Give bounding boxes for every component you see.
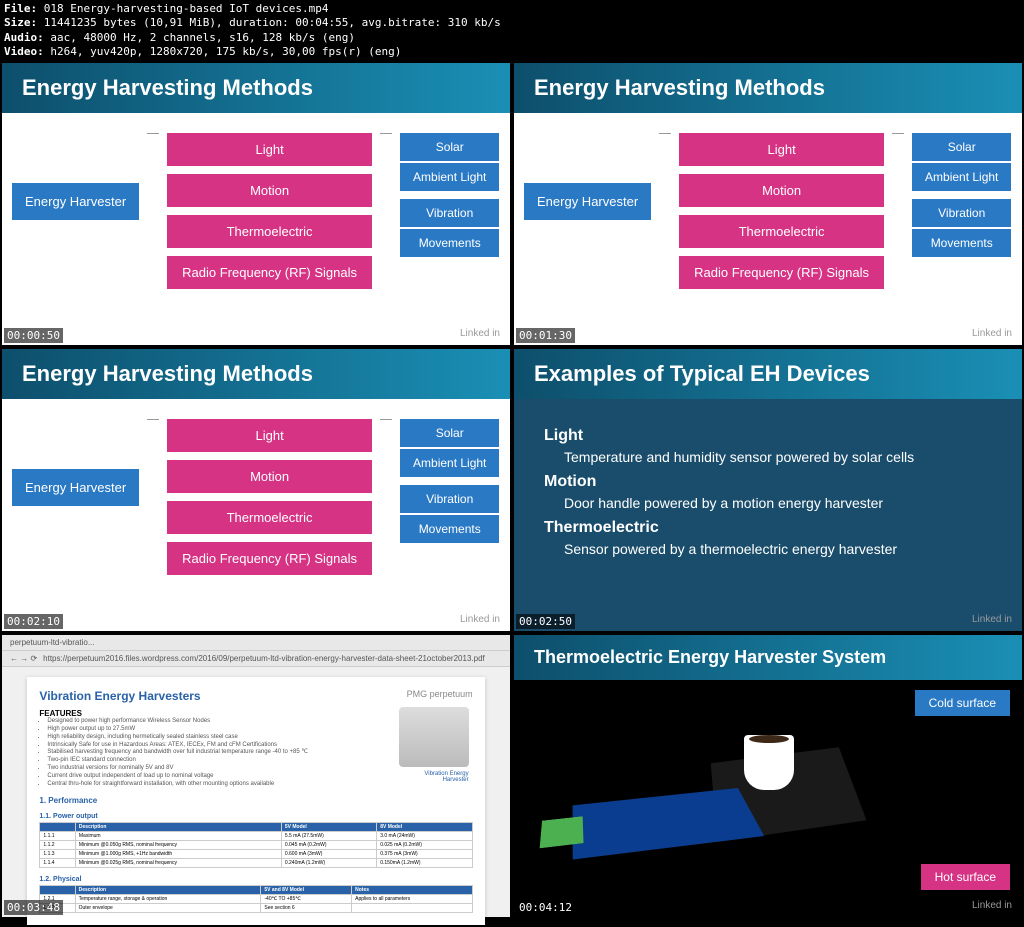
leaf-solar: Solar xyxy=(400,133,499,161)
linkedin-logo: Linked in xyxy=(460,328,500,339)
thumbnail-2: Energy Harvesting Methods Energy Harvest… xyxy=(514,63,1022,345)
root-node: Energy Harvester xyxy=(12,183,139,220)
harvesting-diagram: Energy Harvester Light Motion Thermoelec… xyxy=(514,113,1022,309)
example-category: Thermoelectric xyxy=(544,519,992,537)
browser-url-bar: ← → ⟳https://perpetuum2016.files.wordpre… xyxy=(2,651,510,667)
thumbnail-3: Energy Harvesting Methods Energy Harvest… xyxy=(2,349,510,631)
thumbnail-4: Examples of Typical EH Devices Light Tem… xyxy=(514,349,1022,631)
tab-title: perpetuum-ltd-vibratio... xyxy=(10,638,94,647)
physical-table: Description5V and 8V ModelNotes 1.2.1Tem… xyxy=(39,885,472,913)
thermo-diagram: Cold surface Hot surface xyxy=(514,680,1022,900)
linkedin-logo: Linked in xyxy=(972,614,1012,625)
coffee-cup-image xyxy=(744,735,794,790)
example-desc: Sensor powered by a thermoelectric energ… xyxy=(564,541,992,557)
timestamp: 00:02:10 xyxy=(4,614,63,629)
slide-title: Energy Harvesting Methods xyxy=(2,63,510,113)
slide-title: Examples of Typical EH Devices xyxy=(514,349,1022,399)
timestamp: 00:00:50 xyxy=(4,328,63,343)
pcb-image xyxy=(573,788,765,860)
slide-title: Thermoelectric Energy Harvester System xyxy=(514,635,1022,680)
linkedin-logo: Linked in xyxy=(972,900,1012,911)
power-table: Description5V Model8V Model 1.1.1Maximum… xyxy=(39,822,472,868)
linkedin-logo: Linked in xyxy=(972,328,1012,339)
url: https://perpetuum2016.files.wordpress.co… xyxy=(43,654,502,663)
hot-surface-label: Hot surface xyxy=(921,864,1010,890)
harvesting-diagram: Energy Harvester Light Motion Thermoelec… xyxy=(2,113,510,309)
leaf-vibration: Vibration xyxy=(400,199,499,227)
timestamp: 00:04:12 xyxy=(516,900,575,915)
thumbnail-1: Energy Harvesting Methods Energy Harvest… xyxy=(2,63,510,345)
root-node: Energy Harvester xyxy=(524,183,651,220)
subsection-heading: 1.2. Physical xyxy=(39,876,472,883)
linkedin-logo: Linked in xyxy=(460,614,500,625)
product-label: Vibration Energy Harvester xyxy=(399,771,469,783)
example-category: Light xyxy=(544,427,992,445)
timestamp: 00:02:50 xyxy=(516,614,575,629)
thumbnail-5: perpetuum-ltd-vibratio... ← → ⟳https://p… xyxy=(2,635,510,917)
mid-node-thermo: Thermoelectric xyxy=(167,215,372,248)
root-node: Energy Harvester xyxy=(12,469,139,506)
examples-list: Light Temperature and humidity sensor po… xyxy=(514,399,1022,585)
browser-tab-bar: perpetuum-ltd-vibratio... xyxy=(2,635,510,651)
section-heading: 1. Performance xyxy=(39,796,472,805)
leaf-movements: Movements xyxy=(400,229,499,257)
brand: PMG perpetuum xyxy=(407,689,473,699)
thumbnail-grid: Energy Harvesting Methods Energy Harvest… xyxy=(0,61,1024,919)
mid-node-motion: Motion xyxy=(167,174,372,207)
example-category: Motion xyxy=(544,473,992,491)
product-image xyxy=(399,707,469,767)
file-info-header: File: 018 Energy-harvesting-based IoT de… xyxy=(0,0,1024,61)
thumbnail-6: Thermoelectric Energy Harvester System C… xyxy=(514,635,1022,917)
leaf-ambient: Ambient Light xyxy=(400,163,499,191)
subsection-heading: 1.1. Power output xyxy=(39,813,472,820)
slide-title: Energy Harvesting Methods xyxy=(2,349,510,399)
mid-node-rf: Radio Frequency (RF) Signals xyxy=(167,256,372,289)
cold-surface-label: Cold surface xyxy=(915,690,1010,716)
example-desc: Door handle powered by a motion energy h… xyxy=(564,495,992,511)
pdf-document: PMG perpetuum Vibration Energy Harvester… xyxy=(27,677,484,925)
mid-node-light: Light xyxy=(167,133,372,166)
timestamp: 00:03:48 xyxy=(4,900,63,915)
slide-title: Energy Harvesting Methods xyxy=(514,63,1022,113)
example-desc: Temperature and humidity sensor powered … xyxy=(564,449,992,465)
harvesting-diagram: Energy Harvester Light Motion Thermoelec… xyxy=(2,399,510,595)
timestamp: 00:01:30 xyxy=(516,328,575,343)
